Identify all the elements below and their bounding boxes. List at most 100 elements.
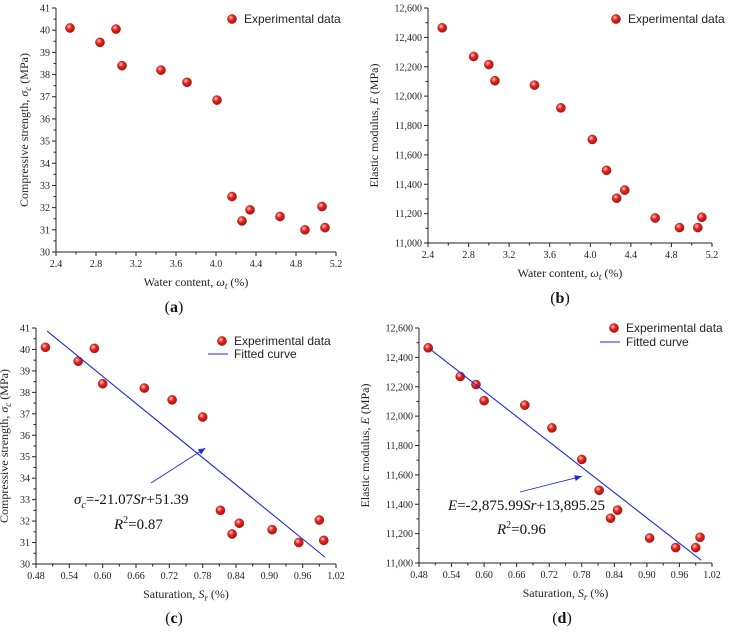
data-point [437, 23, 448, 33]
y-tick-label: 33 [20, 495, 30, 506]
data-point [670, 542, 681, 553]
data-point [650, 213, 661, 223]
x-tick-label: 4.8 [290, 259, 303, 270]
data-point [594, 485, 604, 496]
data-point [237, 216, 247, 226]
data-point [197, 412, 208, 422]
x-tick-label: 3.2 [130, 259, 143, 270]
x-tick-label: 3.2 [503, 250, 516, 261]
fitted-curve-line [429, 348, 702, 561]
x-tick-label: 5.2 [706, 250, 719, 261]
fitted-curve-line [46, 330, 326, 558]
data-point [601, 165, 612, 176]
y-tick-label: 11,800 [386, 441, 413, 452]
x-tick-label: 2.8 [90, 259, 103, 270]
panel-label: (c) [165, 610, 183, 627]
legend-label: Experimental data [234, 334, 331, 348]
data-point [587, 134, 598, 145]
x-tick-label: 0.96 [294, 571, 312, 582]
legend-marker [217, 336, 227, 346]
x-tick-label: 5.2 [330, 259, 343, 270]
data-point [245, 205, 255, 215]
x-tick-label: 3.6 [170, 259, 183, 270]
data-point [479, 395, 489, 406]
data-point [40, 342, 51, 353]
legend-label: Fitted curve [234, 347, 297, 361]
x-tick-label: 1.02 [327, 571, 345, 582]
data-point [520, 400, 530, 410]
x-tick-label: 4.0 [210, 259, 223, 270]
x-tick-label: 0.66 [508, 570, 526, 581]
data-point [275, 211, 285, 222]
y-axis-label: Elastic modulus, E (MPa) [367, 63, 381, 187]
data-point [314, 515, 325, 525]
y-tick-label: 39 [40, 48, 50, 59]
x-tick-label: 0.54 [61, 571, 79, 582]
y-tick-label: 34 [20, 474, 30, 485]
data-point [611, 193, 622, 204]
legend-label: Fitted curve [626, 335, 689, 349]
y-tick-label: 11,400 [395, 180, 422, 191]
data-point [644, 533, 655, 543]
y-tick-label: 12,400 [386, 353, 414, 364]
data-point [547, 423, 557, 433]
legend-marker [609, 323, 619, 333]
annotation-arrow [519, 475, 582, 493]
data-point [697, 212, 707, 223]
y-tick-label: 35 [20, 452, 30, 463]
data-point [95, 37, 105, 48]
annotation-arrowhead [574, 475, 582, 481]
data-point [423, 343, 434, 353]
data-point [690, 542, 701, 553]
legend-label: Experimental data [626, 321, 723, 335]
y-tick-label: 41 [40, 4, 50, 15]
data-point [117, 60, 127, 71]
x-tick-label: 1.02 [703, 570, 721, 581]
data-point [156, 65, 166, 75]
y-tick-label: 33 [40, 181, 50, 192]
y-tick-label: 36 [40, 114, 50, 125]
chart-panel-b: 2.4 2.8 3.2 3.6 4.0 4.4 4.8 5.2 11,000 11,200 11,4… [367, 4, 725, 308]
fit-equation: E=-2,875.99Sr+13,895.25 [447, 498, 605, 514]
data-point [674, 222, 685, 233]
chart-panel-c: 0.48 0.54 0.60 0.66 0.72 0.78 0.84 0.90 0.96 1.02… [0, 324, 345, 628]
data-point [167, 395, 177, 405]
y-tick-label: 40 [20, 345, 30, 356]
data-point [139, 383, 150, 393]
y-tick-label: 37 [40, 92, 50, 103]
data-point [293, 537, 304, 548]
data-point [227, 191, 237, 202]
y-axis-label: Compressive strength, σc (MPa) [17, 53, 33, 207]
y-tick-label: 12,400 [395, 33, 423, 44]
data-point [97, 378, 108, 389]
data-point [695, 532, 705, 543]
y-tick-label: 12,000 [395, 92, 423, 103]
x-axis-label: Water content, ωt (%) [144, 275, 249, 291]
r-squared: R2=0.96 [496, 520, 546, 538]
data-point [484, 59, 494, 70]
data-point [89, 343, 100, 354]
data-point [320, 222, 330, 233]
y-axis-label: Compressive strength, σc (MPa) [0, 369, 13, 523]
y-tick-label: 38 [40, 70, 50, 81]
fit-equation: σc=-21.07Sr+51.39 [74, 492, 189, 511]
y-tick-label: 11,000 [395, 239, 422, 250]
x-tick-label: 2.8 [462, 250, 475, 261]
y-tick-label: 34 [40, 159, 50, 170]
y-tick-label: 40 [40, 26, 50, 37]
x-tick-label: 4.4 [250, 259, 263, 270]
data-point [318, 535, 329, 546]
x-tick-label: 0.66 [127, 571, 145, 582]
y-tick-label: 11,000 [386, 559, 413, 570]
data-point [215, 505, 226, 516]
data-point [212, 95, 222, 105]
y-tick-label: 12,200 [395, 62, 423, 73]
x-tick-label: 0.54 [443, 570, 461, 581]
data-point [556, 103, 566, 113]
data-point [576, 454, 587, 465]
panel-label: (a) [165, 299, 184, 316]
panel-label: (d) [552, 610, 572, 627]
chart-panel-d: 0.48 0.54 0.60 0.66 0.72 0.78 0.84 0.90 0.96 1.02… [358, 321, 723, 627]
